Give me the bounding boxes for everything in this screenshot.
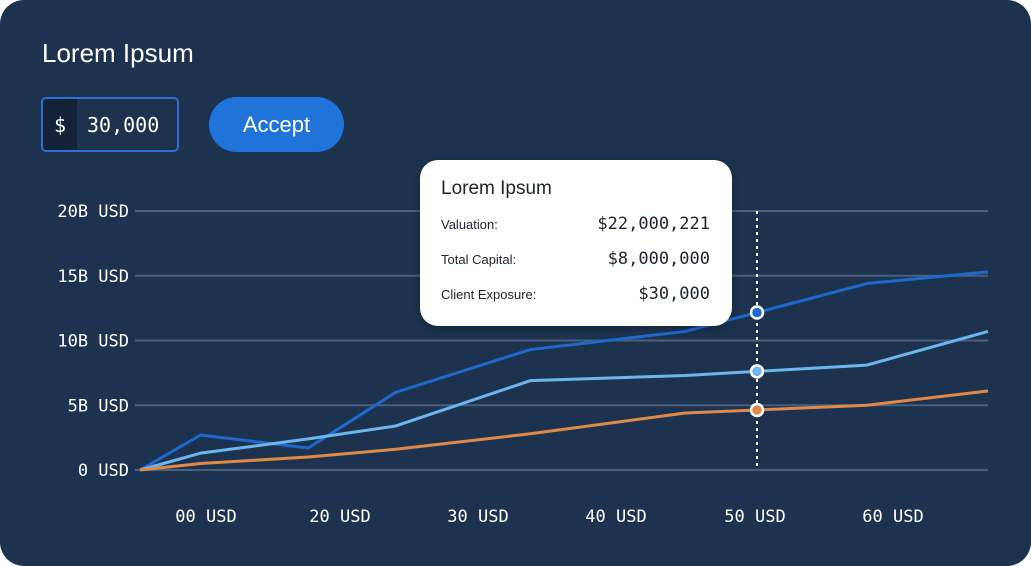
tooltip-row-client-exposure: Client Exposure: $30,000: [441, 284, 710, 304]
data-tooltip: Lorem Ipsum Valuation: $22,000,221 Total…: [420, 160, 732, 326]
y-tick-label: 0 USD: [78, 461, 129, 481]
y-tick-label: 10B USD: [57, 332, 129, 352]
tooltip-title: Lorem Ipsum: [441, 178, 552, 199]
tooltip-row-valuation: Valuation: $22,000,221: [441, 214, 710, 234]
series-line: [139, 329, 989, 472]
y-tick-label: 20B USD: [57, 202, 129, 222]
series-point: [749, 402, 765, 418]
accept-button[interactable]: Accept: [209, 97, 344, 152]
x-tick-label: 60 USD: [862, 507, 923, 527]
tooltip-label: Client Exposure:: [441, 286, 537, 302]
x-tick-label: 30 USD: [447, 507, 508, 527]
tooltip-row-total-capital: Total Capital: $8,000,000: [441, 249, 710, 269]
series-line: [139, 270, 989, 472]
currency-symbol: $: [43, 99, 77, 150]
x-tick-label: 20 USD: [309, 507, 370, 527]
tooltip-value: $22,000,221: [597, 214, 710, 234]
y-tick-label: 5B USD: [68, 396, 129, 416]
x-tick-label: 40 USD: [585, 507, 646, 527]
series-point: [749, 305, 765, 320]
y-tick-label: 15B USD: [57, 267, 129, 287]
x-tick-label: 00 USD: [175, 507, 236, 527]
series-line: [139, 389, 989, 472]
tooltip-value: $30,000: [638, 284, 710, 304]
tooltip-label: Valuation:: [441, 216, 498, 232]
amount-input[interactable]: $ 30,000: [41, 97, 179, 152]
amount-value[interactable]: 30,000: [87, 112, 160, 137]
page-title: Lorem Ipsum: [42, 38, 194, 68]
tooltip-value: $8,000,000: [607, 249, 710, 269]
tooltip-label: Total Capital:: [441, 251, 517, 267]
x-tick-label: 50 USD: [724, 507, 785, 527]
series-point: [749, 364, 765, 379]
